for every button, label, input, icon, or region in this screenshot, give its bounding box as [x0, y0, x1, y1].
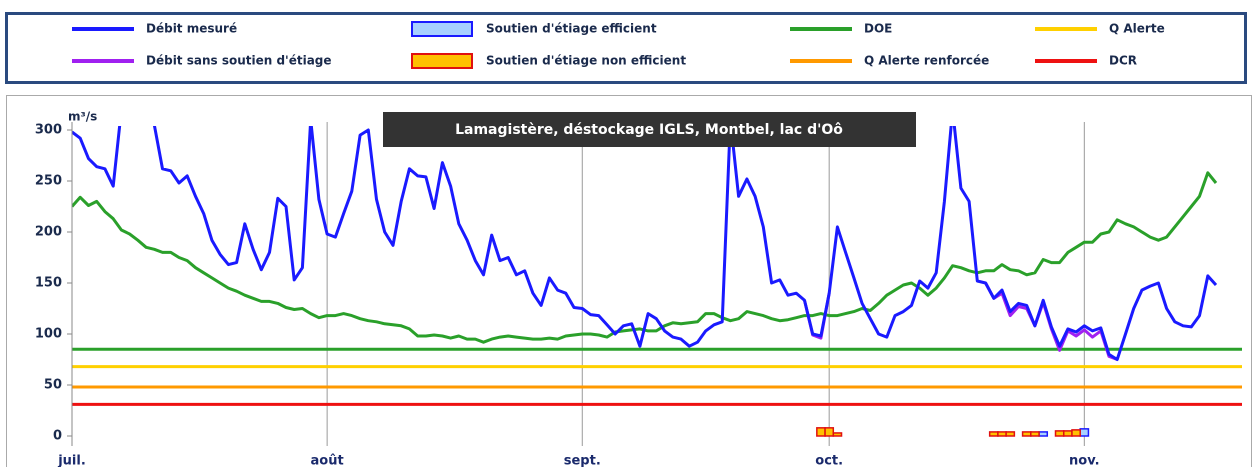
y-tick-label: 200	[35, 225, 62, 240]
y-axis-label: m³/s	[68, 110, 97, 124]
support-bar	[1071, 429, 1081, 437]
x-tick-label: oct.	[815, 454, 843, 468]
y-tick-label: 300	[35, 123, 62, 138]
support-bar	[1021, 431, 1032, 437]
x-tick-label: juil.	[57, 454, 86, 468]
x-tick-label: août	[311, 454, 344, 468]
legend-label: Débit mesuré	[146, 22, 237, 36]
legend-label: Soutien d'étiage efficient	[486, 22, 657, 36]
support-bar	[1062, 430, 1073, 437]
support-bar	[1054, 430, 1065, 437]
legend-swatch	[411, 21, 473, 37]
chart-title: Lamagistère, déstockage IGLS, Montbel, l…	[455, 122, 843, 138]
title-box	[383, 112, 916, 147]
legend-swatch	[411, 53, 473, 69]
x-tick-label: nov.	[1069, 454, 1100, 468]
legend: Débit mesuré Soutien d'étiage efficient DO…	[72, 21, 1165, 69]
support-bar	[824, 427, 835, 437]
plot	[72, 126, 1242, 437]
support-bar	[1005, 431, 1016, 437]
x-tick-label: sept.	[564, 454, 601, 468]
support-bar	[816, 427, 826, 437]
legend-label: Soutien d'étiage non efficient	[486, 54, 686, 68]
y-tick-label: 100	[35, 327, 62, 342]
legend-label: Débit sans soutien d'étiage	[146, 54, 332, 68]
support-bar	[1079, 428, 1090, 437]
y-tick-label: 50	[44, 378, 62, 393]
legend-box	[5, 12, 1247, 84]
series-line	[72, 126, 1218, 361]
y-tick-label: 0	[53, 429, 62, 444]
legend-label: Q Alerte	[1109, 22, 1165, 36]
support-bar	[1038, 431, 1049, 437]
support-bar	[988, 431, 999, 437]
support-bar	[832, 432, 843, 437]
legend-label: DCR	[1109, 54, 1137, 68]
support-bar	[1030, 431, 1040, 437]
axes: 0 50 100 150 200 250 300 juil. août sept. oct. nov.	[35, 122, 1100, 469]
support-bar	[997, 431, 1007, 437]
y-tick-label: 250	[35, 174, 62, 189]
y-tick-label: 150	[35, 276, 62, 291]
legend-label: Q Alerte renforcée	[864, 54, 989, 68]
legend-label: DOE	[864, 22, 892, 36]
chart-frame	[6, 95, 1252, 471]
